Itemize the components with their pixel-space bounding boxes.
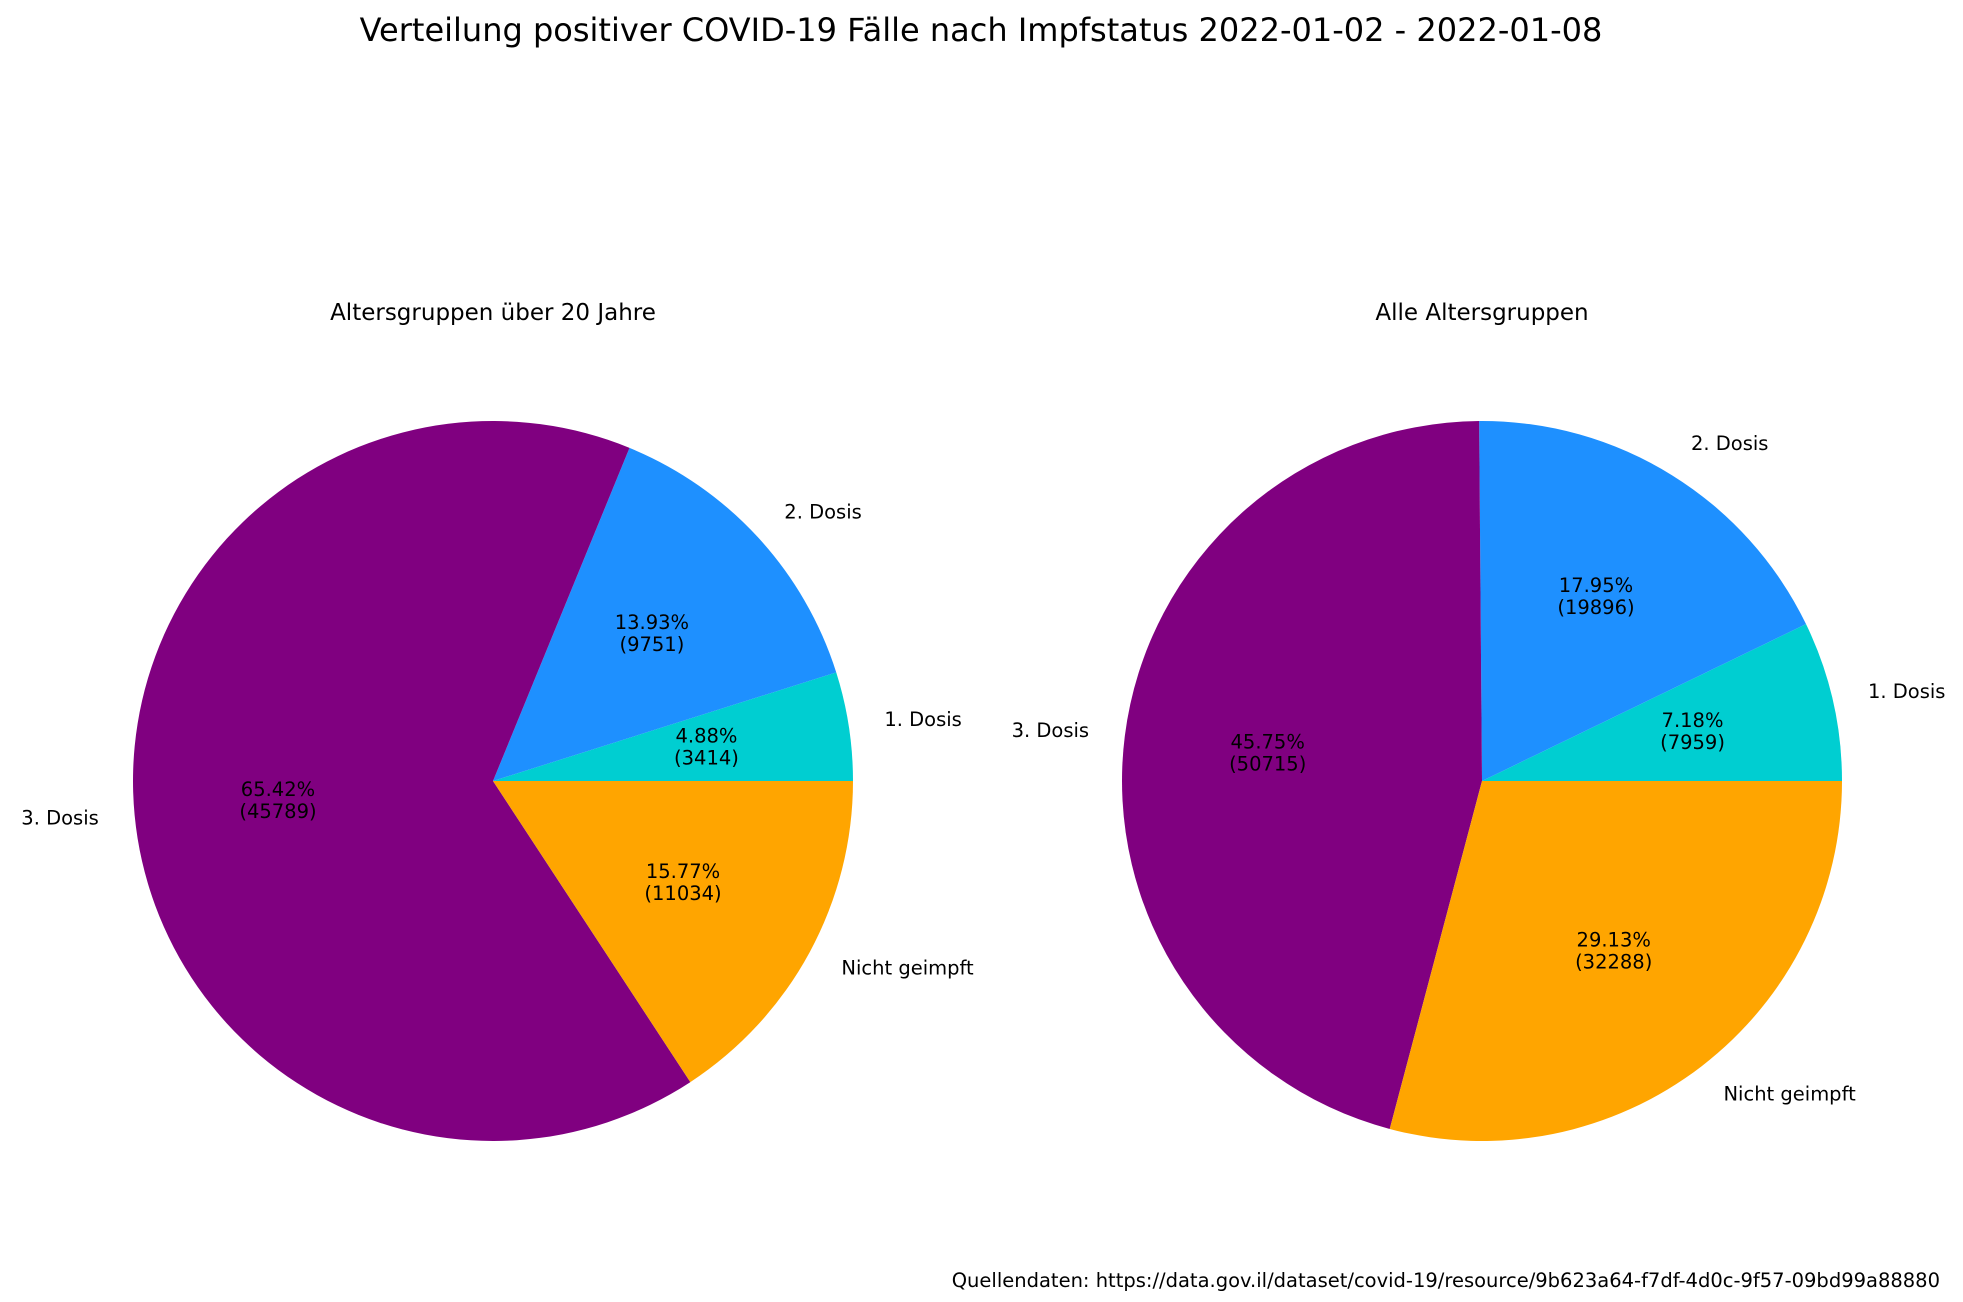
pie-count-nicht-geimpft: (11034) [644, 882, 721, 905]
pie-chart-alle-altersgruppen: Alle Altersgruppen 1. Dosis 7.18%(7959) 2.… [1012, 300, 1946, 1141]
pie-label-3-dosis: 3. Dosis [1012, 719, 1090, 742]
pie-percent-nicht-geimpft: 29.13% [1577, 929, 1651, 952]
pie-label-2-dosis: 2. Dosis [784, 500, 862, 523]
pie-count-1-dosis: (3414) [674, 747, 739, 770]
pie-slice-3-dosis [133, 421, 691, 1141]
figure-title: Verteilung positiver COVID-19 Fälle nach… [360, 11, 1603, 49]
pie-slice-1-dosis [493, 672, 853, 781]
pie-chart-altersgruppen-ueber-20: Altersgruppen über 20 Jahre 1. Dosis 4.88… [21, 300, 974, 1141]
pie-percent-2-dosis: 13.93% [615, 611, 689, 634]
pie-slice-1-dosis [1482, 624, 1842, 781]
pie-percent-3-dosis: 45.75% [1231, 730, 1305, 753]
pie-percent-nicht-geimpft: 15.77% [646, 860, 720, 883]
pie-percent-1-dosis: 4.88% [675, 725, 737, 748]
pie-wedges [133, 421, 853, 1141]
pie-count-2-dosis: (19896) [1557, 596, 1634, 619]
pie-count-3-dosis: (50715) [1229, 752, 1306, 775]
pie-count-1-dosis: (7959) [1660, 731, 1725, 754]
pie-percent-3-dosis: 65.42% [241, 778, 315, 801]
pie-label-nicht-geimpft: Nicht geimpft [1723, 1082, 1856, 1105]
pie-slice-nicht-geimpft [1389, 781, 1842, 1141]
pie-slice-3-dosis [1121, 421, 1482, 1129]
pie-label-1-dosis: 1. Dosis [884, 708, 962, 731]
pie-slice-2-dosis [493, 447, 837, 781]
pie-slice-nicht-geimpft [493, 781, 853, 1083]
pie-slice-2-dosis [1479, 420, 1806, 781]
pie-label-nicht-geimpft: Nicht geimpft [841, 957, 974, 980]
pie-chart-title: Altersgruppen über 20 Jahre [330, 300, 656, 326]
pie-wedges [1121, 420, 1842, 1141]
pie-percent-1-dosis: 7.18% [1662, 709, 1724, 732]
pie-count-3-dosis: (45789) [239, 800, 316, 823]
pie-labels: 1. Dosis 4.88%(3414) 2. Dosis 13.93%(9751) 3… [21, 500, 974, 979]
pie-label-1-dosis: 1. Dosis [1868, 680, 1946, 703]
pie-label-3-dosis: 3. Dosis [21, 806, 99, 829]
source-note: Quellendaten: https://data.gov.il/datase… [952, 1269, 1940, 1292]
pie-count-2-dosis: (9751) [619, 633, 684, 656]
pie-chart-title: Alle Altersgruppen [1375, 300, 1588, 326]
pie-label-2-dosis: 2. Dosis [1691, 432, 1769, 455]
pie-labels: 1. Dosis 7.18%(7959) 2. Dosis 17.95%(19896)… [1012, 432, 1946, 1105]
pie-percent-2-dosis: 17.95% [1559, 574, 1633, 597]
pie-count-nicht-geimpft: (32288) [1575, 951, 1652, 974]
